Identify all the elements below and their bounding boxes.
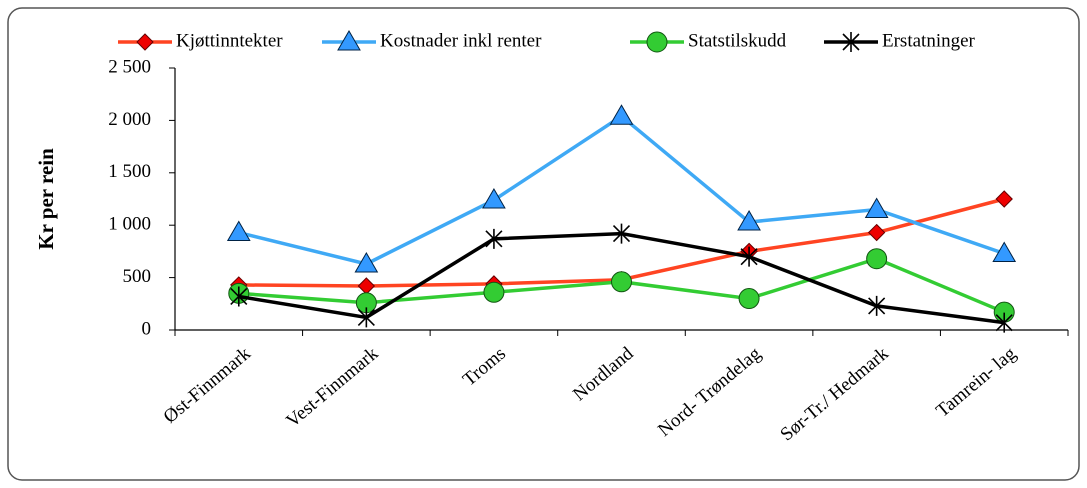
legend-label: Erstatninger (882, 30, 976, 51)
marker (612, 223, 631, 244)
legend-label: Kjøttinntekter (176, 30, 283, 51)
y-tick-label: 500 (123, 266, 152, 287)
marker (738, 288, 760, 310)
marker (995, 190, 1013, 208)
y-tick-label: 2 500 (108, 56, 151, 77)
marker (864, 197, 889, 218)
marker (868, 295, 886, 316)
y-tick-label: 1 500 (108, 161, 151, 182)
marker (482, 188, 506, 209)
legend-label: Kostnader inkl renter (380, 30, 542, 51)
marker (992, 241, 1017, 262)
marker (995, 312, 1013, 333)
marker (740, 246, 758, 267)
chart-frame (7, 7, 1080, 481)
y-axis-label: Kr per rein (34, 148, 58, 250)
marker (357, 307, 375, 328)
marker (867, 223, 886, 242)
marker (230, 286, 248, 307)
marker (483, 281, 505, 303)
marker (354, 251, 379, 273)
y-tick-label: 0 (142, 318, 152, 339)
y-tick-label: 1 000 (108, 214, 151, 235)
marker (842, 32, 860, 52)
marker (609, 104, 634, 125)
marker (866, 248, 888, 270)
marker (226, 220, 251, 242)
legend-label: Statstilskudd (688, 30, 787, 51)
marker (337, 30, 361, 51)
marker (136, 33, 154, 51)
y-tick-label: 2 000 (108, 109, 151, 130)
marker (737, 210, 761, 231)
marker (485, 228, 503, 249)
marker (611, 271, 632, 293)
marker (646, 31, 668, 53)
